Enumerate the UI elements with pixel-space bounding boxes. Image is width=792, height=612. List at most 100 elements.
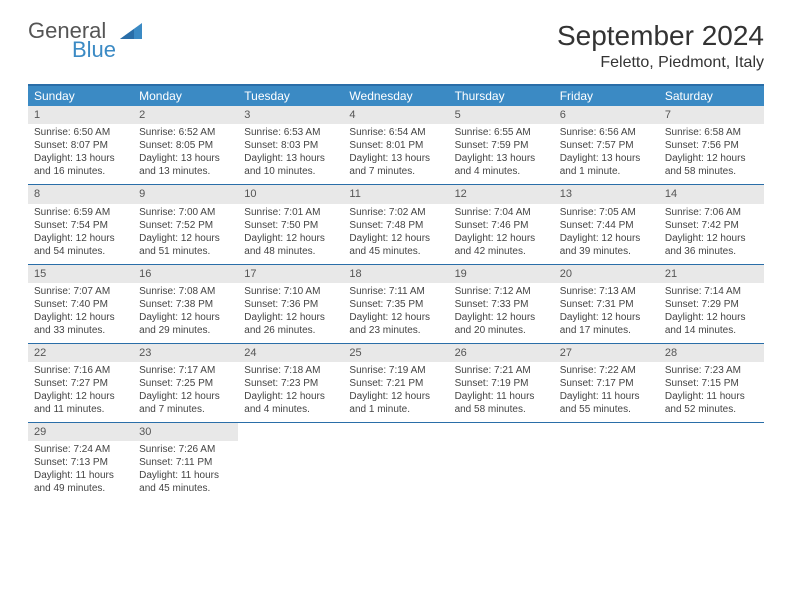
day-number: 21 — [659, 265, 764, 283]
sunrise-text: Sunrise: 6:56 AM — [560, 126, 653, 139]
day-number: 6 — [554, 106, 659, 124]
daylight-text: Daylight: 13 hours — [349, 152, 442, 165]
week-row: 22Sunrise: 7:16 AMSunset: 7:27 PMDayligh… — [28, 344, 764, 423]
daylight-text: Daylight: 12 hours — [665, 311, 758, 324]
sunset-text: Sunset: 7:59 PM — [455, 139, 548, 152]
daylight-text: and 52 minutes. — [665, 403, 758, 416]
calendar-cell: 1Sunrise: 6:50 AMSunset: 8:07 PMDaylight… — [28, 106, 133, 184]
cell-body: Sunrise: 6:56 AMSunset: 7:57 PMDaylight:… — [554, 124, 659, 184]
sunset-text: Sunset: 7:46 PM — [455, 219, 548, 232]
daylight-text: and 49 minutes. — [34, 482, 127, 495]
sunset-text: Sunset: 7:52 PM — [139, 219, 232, 232]
cell-body: Sunrise: 7:17 AMSunset: 7:25 PMDaylight:… — [133, 362, 238, 422]
sunset-text: Sunset: 8:03 PM — [244, 139, 337, 152]
daylight-text: Daylight: 13 hours — [455, 152, 548, 165]
calendar-cell: 19Sunrise: 7:12 AMSunset: 7:33 PMDayligh… — [449, 265, 554, 343]
cell-body: Sunrise: 7:23 AMSunset: 7:15 PMDaylight:… — [659, 362, 764, 422]
daylight-text: Daylight: 12 hours — [244, 311, 337, 324]
sunset-text: Sunset: 8:07 PM — [34, 139, 127, 152]
cell-body: Sunrise: 7:16 AMSunset: 7:27 PMDaylight:… — [28, 362, 133, 422]
cell-body: Sunrise: 6:59 AMSunset: 7:54 PMDaylight:… — [28, 204, 133, 264]
calendar-cell: 30Sunrise: 7:26 AMSunset: 7:11 PMDayligh… — [133, 423, 238, 501]
month-title: September 2024 — [557, 20, 764, 52]
sunrise-text: Sunrise: 7:21 AM — [455, 364, 548, 377]
sunrise-text: Sunrise: 7:00 AM — [139, 206, 232, 219]
daylight-text: and 58 minutes. — [665, 165, 758, 178]
daylight-text: and 11 minutes. — [34, 403, 127, 416]
sunset-text: Sunset: 7:15 PM — [665, 377, 758, 390]
calendar-cell: 10Sunrise: 7:01 AMSunset: 7:50 PMDayligh… — [238, 185, 343, 263]
sunrise-text: Sunrise: 6:52 AM — [139, 126, 232, 139]
daylight-text: Daylight: 11 hours — [139, 469, 232, 482]
daylight-text: and 33 minutes. — [34, 324, 127, 337]
cell-body: Sunrise: 7:24 AMSunset: 7:13 PMDaylight:… — [28, 441, 133, 501]
sunrise-text: Sunrise: 6:58 AM — [665, 126, 758, 139]
sunset-text: Sunset: 7:25 PM — [139, 377, 232, 390]
cell-body — [449, 441, 554, 449]
day-header: Wednesday — [343, 86, 448, 106]
day-number — [554, 423, 659, 441]
daylight-text: Daylight: 12 hours — [349, 311, 442, 324]
daylight-text: Daylight: 12 hours — [349, 390, 442, 403]
daylight-text: Daylight: 11 hours — [455, 390, 548, 403]
day-number: 5 — [449, 106, 554, 124]
daylight-text: Daylight: 12 hours — [244, 390, 337, 403]
header: General Blue September 2024 Feletto, Pie… — [28, 20, 764, 72]
cell-body: Sunrise: 7:13 AMSunset: 7:31 PMDaylight:… — [554, 283, 659, 343]
daylight-text: Daylight: 12 hours — [139, 390, 232, 403]
sunrise-text: Sunrise: 7:26 AM — [139, 443, 232, 456]
calendar-cell — [554, 423, 659, 501]
day-header: Tuesday — [238, 86, 343, 106]
sunset-text: Sunset: 7:38 PM — [139, 298, 232, 311]
week-row: 1Sunrise: 6:50 AMSunset: 8:07 PMDaylight… — [28, 106, 764, 185]
calendar-cell: 6Sunrise: 6:56 AMSunset: 7:57 PMDaylight… — [554, 106, 659, 184]
logo-text-blue: Blue — [72, 39, 116, 61]
daylight-text: and 13 minutes. — [139, 165, 232, 178]
calendar-cell: 28Sunrise: 7:23 AMSunset: 7:15 PMDayligh… — [659, 344, 764, 422]
cell-body: Sunrise: 6:53 AMSunset: 8:03 PMDaylight:… — [238, 124, 343, 184]
calendar-cell — [238, 423, 343, 501]
sunset-text: Sunset: 7:29 PM — [665, 298, 758, 311]
calendar-cell: 2Sunrise: 6:52 AMSunset: 8:05 PMDaylight… — [133, 106, 238, 184]
day-header: Thursday — [449, 86, 554, 106]
sunset-text: Sunset: 7:57 PM — [560, 139, 653, 152]
daylight-text: Daylight: 12 hours — [560, 311, 653, 324]
cell-body — [238, 441, 343, 449]
sunset-text: Sunset: 7:50 PM — [244, 219, 337, 232]
sunset-text: Sunset: 7:13 PM — [34, 456, 127, 469]
sunrise-text: Sunrise: 6:54 AM — [349, 126, 442, 139]
day-header: Monday — [133, 86, 238, 106]
calendar-cell: 9Sunrise: 7:00 AMSunset: 7:52 PMDaylight… — [133, 185, 238, 263]
cell-body: Sunrise: 7:05 AMSunset: 7:44 PMDaylight:… — [554, 204, 659, 264]
daylight-text: and 14 minutes. — [665, 324, 758, 337]
daylight-text: and 51 minutes. — [139, 245, 232, 258]
calendar-cell: 13Sunrise: 7:05 AMSunset: 7:44 PMDayligh… — [554, 185, 659, 263]
logo: General Blue — [28, 20, 142, 61]
sunrise-text: Sunrise: 7:18 AM — [244, 364, 337, 377]
day-number: 16 — [133, 265, 238, 283]
cell-body: Sunrise: 7:11 AMSunset: 7:35 PMDaylight:… — [343, 283, 448, 343]
daylight-text: and 55 minutes. — [560, 403, 653, 416]
calendar-cell: 29Sunrise: 7:24 AMSunset: 7:13 PMDayligh… — [28, 423, 133, 501]
calendar-cell: 18Sunrise: 7:11 AMSunset: 7:35 PMDayligh… — [343, 265, 448, 343]
day-header: Saturday — [659, 86, 764, 106]
sunset-text: Sunset: 7:54 PM — [34, 219, 127, 232]
daylight-text: and 48 minutes. — [244, 245, 337, 258]
day-number: 26 — [449, 344, 554, 362]
cell-body — [554, 441, 659, 449]
sunrise-text: Sunrise: 6:50 AM — [34, 126, 127, 139]
sunset-text: Sunset: 7:42 PM — [665, 219, 758, 232]
day-number — [343, 423, 448, 441]
daylight-text: and 4 minutes. — [244, 403, 337, 416]
calendar-cell — [343, 423, 448, 501]
sunrise-text: Sunrise: 7:07 AM — [34, 285, 127, 298]
day-number: 11 — [343, 185, 448, 203]
daylight-text: and 7 minutes. — [139, 403, 232, 416]
sunrise-text: Sunrise: 7:01 AM — [244, 206, 337, 219]
daylight-text: and 29 minutes. — [139, 324, 232, 337]
daylight-text: and 23 minutes. — [349, 324, 442, 337]
calendar-cell: 12Sunrise: 7:04 AMSunset: 7:46 PMDayligh… — [449, 185, 554, 263]
calendar-cell: 23Sunrise: 7:17 AMSunset: 7:25 PMDayligh… — [133, 344, 238, 422]
daylight-text: Daylight: 12 hours — [244, 232, 337, 245]
cell-body: Sunrise: 7:02 AMSunset: 7:48 PMDaylight:… — [343, 204, 448, 264]
